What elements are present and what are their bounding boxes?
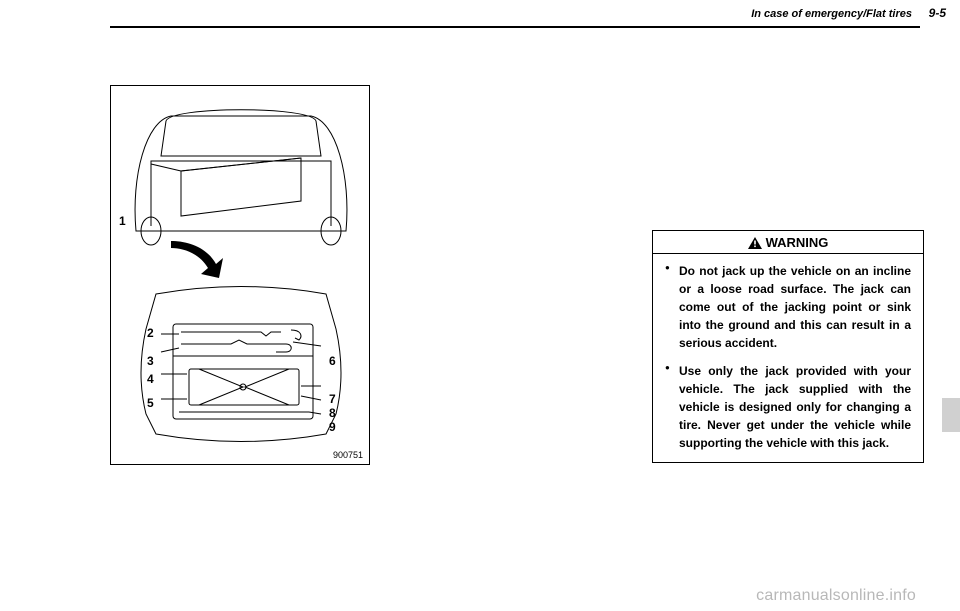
callout-6: 6 bbox=[329, 354, 336, 368]
figure-id-label: 900751 bbox=[333, 450, 363, 460]
header-divider bbox=[110, 26, 920, 28]
warning-item: Use only the jack provided with your veh… bbox=[665, 362, 911, 452]
callout-7: 7 bbox=[329, 392, 336, 406]
callout-4: 4 bbox=[147, 372, 154, 386]
callout-2: 2 bbox=[147, 326, 154, 340]
manual-page: In case of emergency/Flat tires 9-5 bbox=[0, 0, 960, 611]
warning-item: Do not jack up the vehicle on an incline… bbox=[665, 262, 911, 352]
watermark-text: carmanualsonline.info bbox=[756, 587, 916, 605]
page-number: 9-5 bbox=[929, 6, 946, 20]
callout-1: 1 bbox=[119, 214, 126, 228]
warning-triangle-icon bbox=[748, 237, 762, 249]
header-section-title: In case of emergency/Flat tires bbox=[751, 8, 912, 20]
tool-location-figure: 1 2 3 4 5 6 7 8 9 900751 bbox=[110, 85, 370, 465]
warning-header: WARNING bbox=[653, 231, 923, 254]
callout-3: 3 bbox=[147, 354, 154, 368]
warning-title: WARNING bbox=[766, 235, 829, 250]
warning-body: Do not jack up the vehicle on an incline… bbox=[653, 254, 923, 462]
callout-5: 5 bbox=[147, 396, 154, 410]
thumb-index-tab bbox=[942, 398, 960, 432]
callout-9: 9 bbox=[329, 420, 336, 434]
spare-tire-well-illustration bbox=[111, 274, 371, 464]
callout-8: 8 bbox=[329, 406, 336, 420]
warning-box: WARNING Do not jack up the vehicle on an… bbox=[652, 230, 924, 463]
cargo-area-illustration bbox=[111, 86, 371, 256]
